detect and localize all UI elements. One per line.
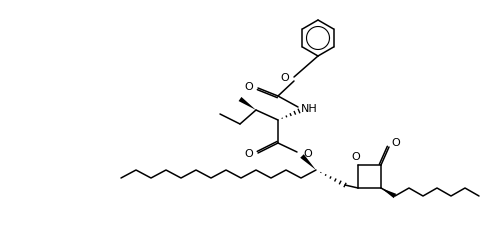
Text: O: O	[302, 149, 311, 159]
Text: O: O	[280, 73, 288, 83]
Text: O: O	[244, 82, 252, 92]
Text: NH: NH	[300, 104, 317, 114]
Polygon shape	[300, 154, 315, 170]
Text: O: O	[351, 152, 360, 162]
Text: O: O	[244, 149, 252, 159]
Text: O: O	[390, 138, 399, 148]
Polygon shape	[238, 97, 255, 110]
Polygon shape	[380, 188, 396, 198]
